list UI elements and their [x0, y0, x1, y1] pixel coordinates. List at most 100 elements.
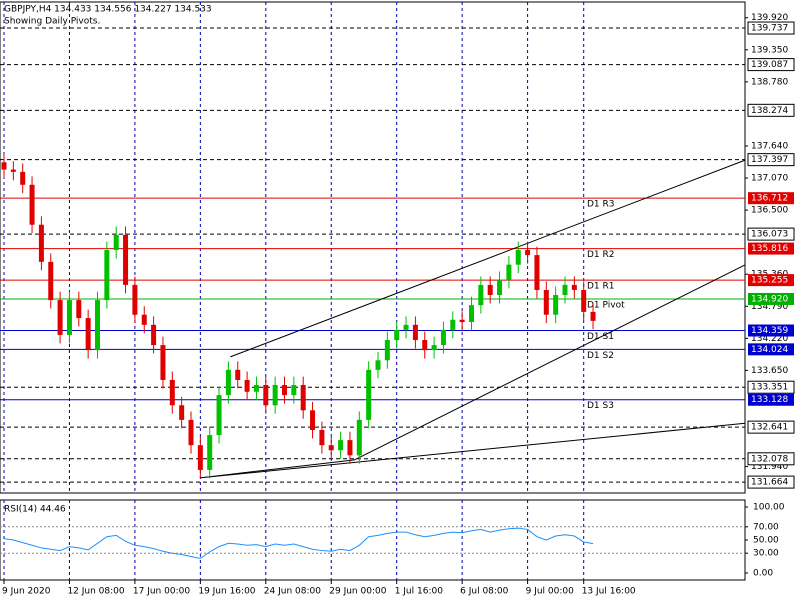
candle-body — [543, 289, 549, 315]
level-label-box — [747, 420, 795, 434]
rsi-tick-label: 70.00 — [753, 522, 779, 532]
pivot-label-box — [748, 324, 794, 337]
candle-body — [384, 340, 390, 361]
rsi-tick-label: 0.00 — [753, 569, 773, 579]
y-tick-label: 137.640 — [751, 141, 788, 151]
candle-body — [244, 379, 250, 392]
rsi-title: RSI(14) 44.46 — [4, 505, 66, 515]
level-label-box — [747, 103, 795, 117]
rsi-tick-label: 30.00 — [753, 549, 779, 559]
candle-body — [525, 250, 531, 256]
candle-body — [123, 234, 129, 285]
level-label-box — [747, 380, 795, 394]
pivot-label: 134.920 — [751, 294, 788, 304]
level-label-box — [747, 153, 795, 167]
pivot-label: 136.712 — [751, 194, 788, 204]
candle-body — [141, 314, 147, 325]
level-label-box — [747, 21, 795, 35]
pivot-label: 133.128 — [751, 395, 788, 405]
level-label: 137.397 — [751, 155, 788, 165]
candle-body — [506, 264, 512, 280]
candle-body — [534, 255, 540, 290]
candle-body — [375, 360, 381, 370]
level-label: 131.664 — [751, 478, 788, 488]
candle-body — [225, 369, 231, 396]
chart-subtitle: Showing Daily Pivots. — [4, 17, 100, 27]
pivot-name: D1 S3 — [587, 401, 614, 411]
level-label: 132.641 — [751, 423, 788, 433]
candle-body — [169, 379, 175, 406]
candle-body — [394, 329, 400, 341]
y-tick-label: 134.790 — [751, 302, 788, 312]
rsi-pane — [0, 499, 746, 581]
x-tick-label: 9 Jun 2020 — [2, 587, 51, 597]
candle-body — [590, 311, 596, 321]
candle-body — [160, 345, 166, 380]
x-tick-label: 24 Jun 08:00 — [264, 587, 321, 597]
candle-body — [20, 171, 26, 185]
x-tick-label: 1 Jul 16:00 — [395, 587, 444, 597]
candle-body — [216, 395, 222, 436]
candle-body — [581, 289, 587, 312]
main-pane — [0, 1, 746, 494]
rsi-plot — [0, 500, 745, 580]
pivot-label-box — [748, 292, 794, 305]
level-label: 139.737 — [751, 24, 788, 34]
pivot-label-box — [748, 393, 794, 406]
candle-body — [412, 324, 418, 341]
pivot-label: 135.255 — [751, 276, 788, 286]
candle-body — [66, 300, 72, 335]
candle-body — [422, 340, 428, 351]
candle-body — [571, 284, 577, 290]
y-tick-label: 131.940 — [751, 462, 788, 472]
trendline — [230, 159, 745, 358]
candle-body — [431, 345, 437, 351]
trendline — [200, 459, 355, 479]
candle-body — [132, 284, 138, 315]
y-tick-label: 137.070 — [751, 174, 788, 184]
x-tick-label: 13 Jul 16:00 — [582, 587, 636, 597]
candle-body — [328, 445, 334, 451]
pivot-name: D1 R1 — [587, 282, 615, 292]
rsi-tick-label: 100.00 — [753, 502, 785, 512]
candle-body — [459, 319, 465, 323]
y-tick-label: 139.350 — [751, 45, 788, 55]
candle-body — [440, 329, 446, 346]
candle-body — [104, 250, 110, 301]
level-label-box — [747, 58, 795, 72]
candle-body — [207, 435, 213, 470]
x-tick-label: 9 Jul 00:00 — [526, 587, 575, 597]
y-tick-label: 139.920 — [751, 13, 788, 23]
trendline — [200, 422, 745, 479]
candle-body — [263, 385, 269, 406]
x-tick-label: 29 Jun 00:00 — [329, 587, 386, 597]
rsi-line — [3, 527, 594, 560]
candle-body — [10, 169, 16, 172]
y-tick-label: 138.780 — [751, 77, 788, 87]
x-tick-label: 12 Jun 08:00 — [67, 587, 124, 597]
level-label: 138.274 — [751, 106, 788, 116]
candle-body — [235, 369, 241, 380]
candle-body — [272, 385, 278, 406]
candle-body — [95, 300, 100, 351]
pivot-name: D1 R3 — [587, 200, 615, 210]
candle-body — [29, 184, 35, 225]
pivot-label: 134.024 — [751, 345, 788, 355]
candle-body — [76, 300, 82, 319]
y-tick-label: 134.220 — [751, 334, 788, 344]
pivot-name: D1 R2 — [587, 250, 615, 260]
candle-body — [553, 295, 559, 315]
candle-body — [113, 234, 119, 251]
level-label: 136.073 — [751, 230, 788, 240]
candle-body — [1, 162, 7, 170]
pivot-name: D1 Pivot — [587, 300, 625, 310]
level-label: 133.351 — [751, 383, 788, 393]
candle-body — [366, 369, 372, 420]
trendline — [354, 264, 745, 461]
candle-body — [253, 385, 259, 392]
candle-body — [469, 305, 474, 323]
candle-body — [151, 324, 157, 346]
candle-body — [291, 385, 297, 396]
